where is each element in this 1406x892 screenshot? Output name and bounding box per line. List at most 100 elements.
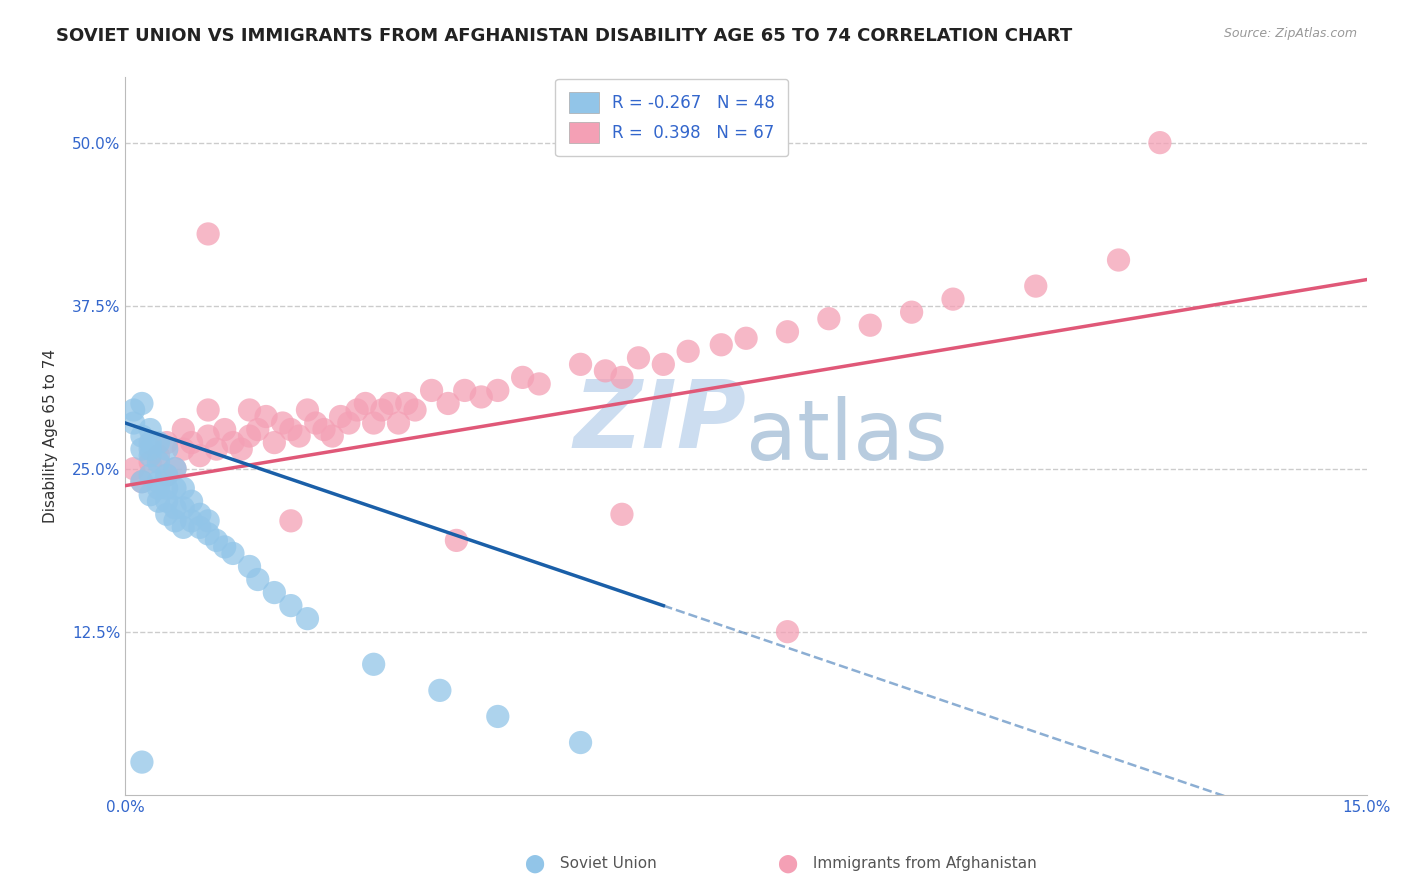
Point: [163, 461, 186, 475]
Point: [122, 461, 145, 475]
Point: [156, 435, 179, 450]
Point: [676, 344, 699, 359]
Point: [238, 429, 260, 443]
Point: [156, 508, 179, 522]
Point: [329, 409, 352, 424]
Point: [380, 396, 402, 410]
Point: [246, 573, 269, 587]
Point: [652, 357, 675, 371]
Point: [139, 435, 162, 450]
Point: [363, 416, 385, 430]
Point: [139, 468, 162, 483]
Text: SOVIET UNION VS IMMIGRANTS FROM AFGHANISTAN DISABILITY AGE 65 TO 74 CORRELATION : SOVIET UNION VS IMMIGRANTS FROM AFGHANIS…: [56, 27, 1073, 45]
Point: [429, 683, 451, 698]
Point: [222, 546, 245, 560]
Point: [214, 423, 236, 437]
Point: [512, 370, 534, 384]
Point: [222, 435, 245, 450]
Point: [131, 396, 153, 410]
Point: [776, 624, 799, 639]
Point: [172, 500, 194, 515]
Point: [420, 384, 443, 398]
Point: [131, 755, 153, 769]
Point: [337, 416, 360, 430]
Point: [569, 357, 592, 371]
Point: [156, 442, 179, 456]
Point: [271, 416, 294, 430]
Point: [297, 403, 319, 417]
Point: [156, 468, 179, 483]
Point: [163, 500, 186, 515]
Point: [246, 423, 269, 437]
Point: [942, 292, 965, 306]
Point: [1108, 252, 1130, 267]
Point: [404, 403, 426, 417]
Point: [263, 585, 285, 599]
Point: [197, 403, 219, 417]
Point: [486, 709, 509, 723]
Point: [156, 481, 179, 495]
Point: [363, 657, 385, 672]
Point: [735, 331, 758, 345]
Text: Immigrants from Afghanistan: Immigrants from Afghanistan: [808, 856, 1038, 871]
Point: [595, 364, 617, 378]
Point: [197, 527, 219, 541]
Point: [321, 429, 343, 443]
Point: [180, 435, 202, 450]
Point: [297, 612, 319, 626]
Point: [610, 508, 633, 522]
Point: [139, 488, 162, 502]
Point: [122, 403, 145, 417]
Point: [312, 423, 335, 437]
Point: [148, 449, 170, 463]
Point: [172, 520, 194, 534]
Point: [238, 559, 260, 574]
Point: [148, 455, 170, 469]
Point: [205, 533, 228, 548]
Text: Source: ZipAtlas.com: Source: ZipAtlas.com: [1223, 27, 1357, 40]
Point: [139, 449, 162, 463]
Point: [163, 461, 186, 475]
Point: [188, 520, 211, 534]
Point: [446, 533, 468, 548]
Point: [288, 429, 311, 443]
Point: [527, 376, 550, 391]
Point: [710, 338, 733, 352]
Point: [371, 403, 394, 417]
Point: [163, 481, 186, 495]
Point: [197, 227, 219, 241]
Point: [197, 514, 219, 528]
Point: [214, 540, 236, 554]
Point: [188, 449, 211, 463]
Point: [156, 494, 179, 508]
Point: [280, 514, 302, 528]
Point: [131, 429, 153, 443]
Point: [148, 475, 170, 489]
Point: [859, 318, 882, 333]
Point: [148, 481, 170, 495]
Point: [776, 325, 799, 339]
Point: [1025, 279, 1047, 293]
Point: [387, 416, 409, 430]
Point: [172, 481, 194, 495]
Point: [263, 435, 285, 450]
Point: [180, 494, 202, 508]
Point: [139, 442, 162, 456]
Point: [280, 599, 302, 613]
Point: [139, 455, 162, 469]
Point: [470, 390, 492, 404]
Point: [231, 442, 253, 456]
Point: [148, 494, 170, 508]
Point: [437, 396, 460, 410]
Point: [305, 416, 328, 430]
Point: [122, 416, 145, 430]
Text: atlas: atlas: [747, 395, 948, 476]
Point: [610, 370, 633, 384]
Point: [163, 514, 186, 528]
Point: [486, 384, 509, 398]
Point: [205, 442, 228, 456]
Point: [197, 429, 219, 443]
Point: [148, 435, 170, 450]
Point: [346, 403, 368, 417]
Point: [1149, 136, 1171, 150]
